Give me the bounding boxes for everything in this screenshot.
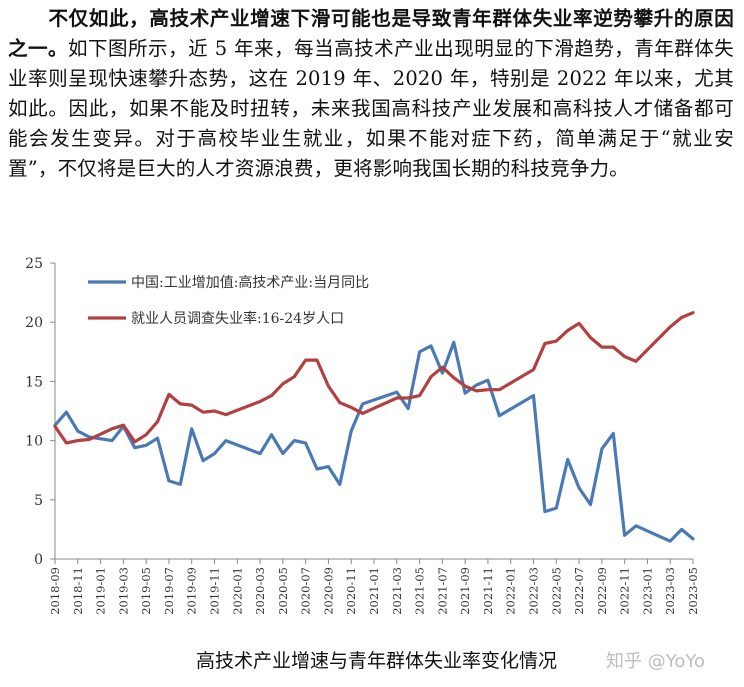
x-tick-label: 2018-09 (48, 567, 62, 615)
x-tick-label: 2019-09 (185, 567, 199, 615)
x-tick-label: 2020-11 (344, 567, 358, 615)
x-tick-label: 2022-11 (618, 567, 632, 615)
x-tick-label: 2022-05 (549, 567, 563, 615)
x-tick-label: 2022-07 (572, 567, 586, 615)
x-tick-label: 2022-09 (595, 567, 609, 615)
watermark: 知乎 @YoYo (606, 651, 705, 672)
x-tick-label: 2021-01 (367, 567, 381, 615)
x-tick-label: 2020-01 (230, 567, 244, 615)
y-tick-label: 10 (25, 434, 43, 450)
x-tick-label: 2023-05 (686, 567, 700, 615)
paragraph-body: 如下图所示，近 5 年来，每当高技术产业出现明显的下滑趋势，青年群体失业率则呈现… (8, 37, 734, 180)
line-chart: 0 5 10 15 20 25 2018-09 2018-11 2019-01 2019-03 20… (25, 256, 700, 615)
x-tick-label: 2021-07 (435, 567, 449, 615)
x-tick-label: 2021-11 (481, 567, 495, 615)
series-line-1 (53, 340, 695, 543)
x-tick-label: 2021-09 (458, 567, 472, 615)
paragraph-bold-lead: 不仅如此，高技术产业增速下滑可能也是导致青年群体失业率逆势攀升的原因之一。 (8, 7, 734, 60)
legend-label-2: 就业人员调查失业率:16-24岁人口 (131, 310, 344, 327)
x-tick-label: 2020-09 (321, 567, 335, 615)
x-tick-label: 2021-05 (413, 567, 427, 615)
x-tick-label: 2019-01 (94, 567, 108, 615)
x-tick-label: 2021-03 (390, 567, 404, 615)
x-tick-label: 2019-05 (139, 567, 153, 615)
x-tick-label: 2022-01 (504, 567, 518, 615)
x-tick-label: 2023-01 (640, 567, 654, 615)
x-tick-label: 2020-05 (276, 567, 290, 615)
x-tick-label: 2019-07 (162, 567, 176, 615)
y-tick-label: 5 (34, 493, 43, 509)
y-tick-label: 0 (34, 552, 43, 568)
x-tick-label: 2022-03 (527, 567, 541, 615)
body-paragraph: 不仅如此，高技术产业增速下滑可能也是导致青年群体失业率逆势攀升的原因之一。如下图… (8, 4, 734, 184)
y-tick-label: 15 (25, 374, 43, 390)
x-tick-label: 2020-03 (253, 567, 267, 615)
y-tick-label: 25 (25, 256, 43, 272)
x-tick-label: 2020-07 (299, 567, 313, 615)
chart-caption: 高技术产业增速与青年群体失业率变化情况 (196, 650, 558, 672)
x-tick-label: 2019-03 (116, 567, 130, 615)
x-tick-label: 2023-03 (663, 567, 677, 615)
legend-label-1: 中国:工业增加值:高技术产业:当月同比 (131, 274, 369, 291)
series-line-2 (53, 311, 695, 445)
x-tick-label: 2019-11 (208, 567, 222, 615)
y-tick-label: 20 (25, 315, 43, 331)
x-tick-label: 2018-11 (71, 567, 85, 615)
